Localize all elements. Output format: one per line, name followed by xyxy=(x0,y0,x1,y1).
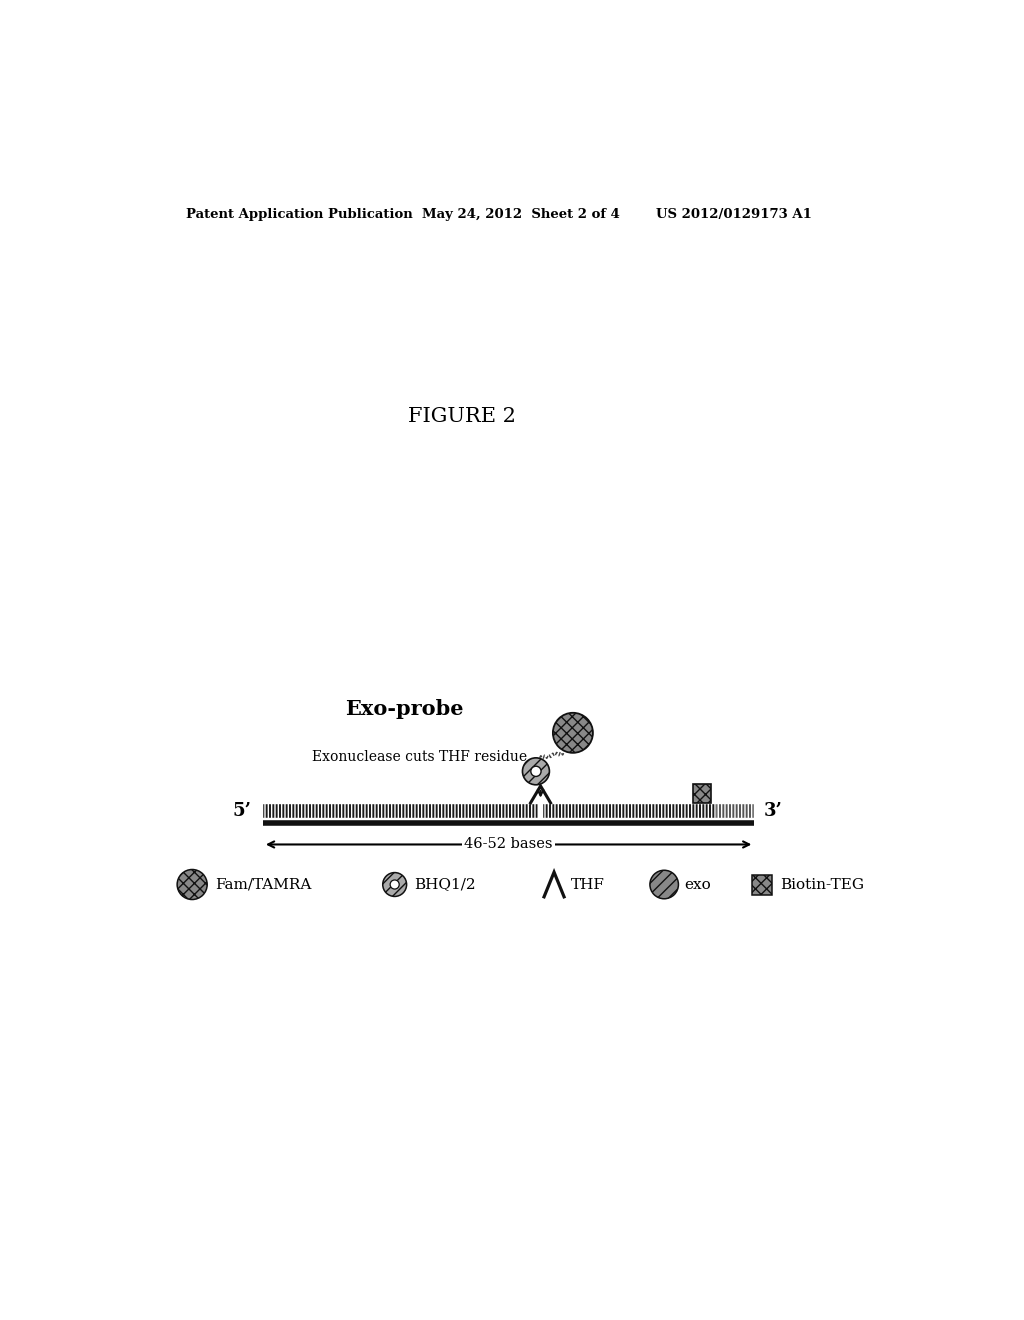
Text: Fam/TAMRA: Fam/TAMRA xyxy=(215,878,311,891)
Circle shape xyxy=(650,870,679,899)
Circle shape xyxy=(522,758,550,785)
FancyBboxPatch shape xyxy=(692,784,711,803)
Text: US 2012/0129173 A1: US 2012/0129173 A1 xyxy=(655,209,812,222)
Text: THF: THF xyxy=(571,878,605,891)
Circle shape xyxy=(530,766,541,776)
Text: FIGURE 2: FIGURE 2 xyxy=(408,407,516,426)
Text: 5’: 5’ xyxy=(232,801,252,820)
Circle shape xyxy=(177,870,207,899)
FancyBboxPatch shape xyxy=(717,804,755,817)
Circle shape xyxy=(383,873,407,896)
Text: Exo-probe: Exo-probe xyxy=(345,700,463,719)
FancyBboxPatch shape xyxy=(263,804,538,817)
Text: 3’: 3’ xyxy=(764,801,782,820)
Text: BHQ1/2: BHQ1/2 xyxy=(415,878,476,891)
Text: Patent Application Publication: Patent Application Publication xyxy=(186,209,413,222)
Text: exo: exo xyxy=(685,878,712,891)
Text: May 24, 2012  Sheet 2 of 4: May 24, 2012 Sheet 2 of 4 xyxy=(422,209,620,222)
Circle shape xyxy=(390,880,399,890)
FancyBboxPatch shape xyxy=(752,875,772,895)
Text: 46-52 bases: 46-52 bases xyxy=(464,837,553,851)
FancyBboxPatch shape xyxy=(544,804,717,817)
Text: Biotin-TEG: Biotin-TEG xyxy=(779,878,864,891)
Text: Exonuclease cuts THF residue: Exonuclease cuts THF residue xyxy=(311,751,526,764)
Circle shape xyxy=(553,713,593,752)
